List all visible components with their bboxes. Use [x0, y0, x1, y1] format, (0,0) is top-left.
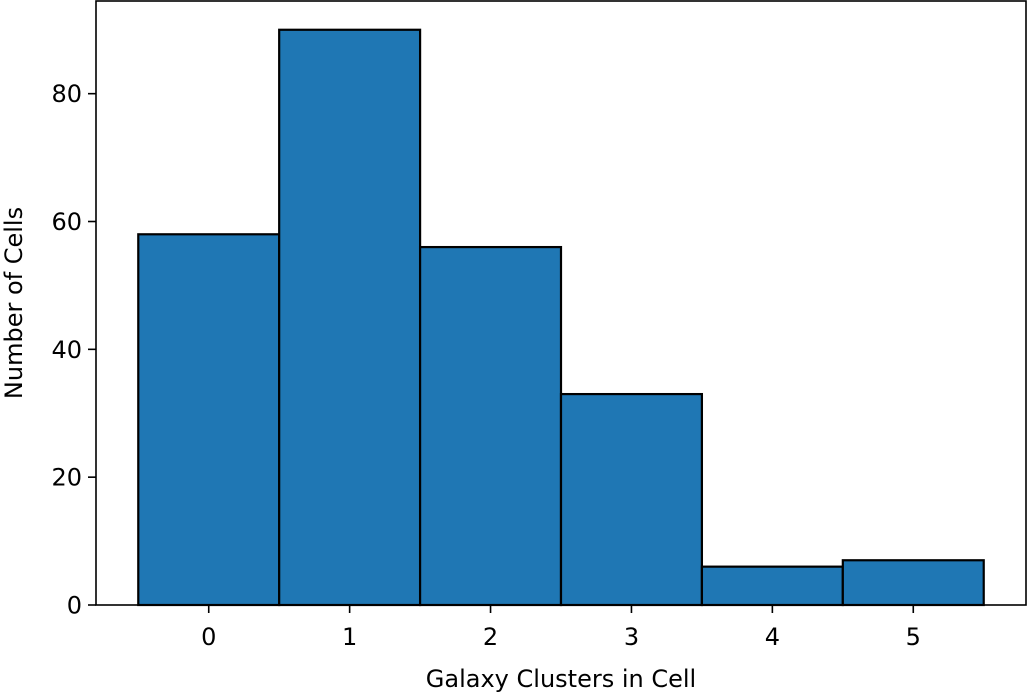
- y-tick-label: 20: [51, 464, 82, 492]
- y-axis-ticks: 0 20 40 60 80: [51, 80, 96, 620]
- x-axis-ticks: 0 1 2 3 4 5: [201, 605, 921, 651]
- plot-frame: [95, 0, 1027, 606]
- x-tick-label: 3: [624, 623, 639, 651]
- bars-group: [137, 28, 985, 607]
- y-axis-label: Number of Cells: [0, 207, 28, 399]
- x-tick-label: 0: [201, 623, 216, 651]
- x-tick-label: 1: [342, 623, 357, 651]
- x-axis-label: Galaxy Clusters in Cell: [426, 665, 696, 693]
- bar-1: [278, 28, 422, 607]
- bar-4: [700, 565, 844, 607]
- bar-0: [137, 233, 281, 607]
- y-tick-label: 80: [51, 80, 82, 108]
- y-tick-label: 60: [51, 208, 82, 236]
- x-tick-label: 4: [765, 623, 780, 651]
- y-tick-label: 0: [67, 592, 82, 620]
- bar-2: [418, 245, 563, 607]
- x-tick-label: 5: [906, 623, 921, 651]
- x-tick-label: 2: [483, 623, 498, 651]
- y-tick-label: 40: [51, 336, 82, 364]
- bar-5: [841, 559, 985, 607]
- bar-3: [559, 392, 704, 607]
